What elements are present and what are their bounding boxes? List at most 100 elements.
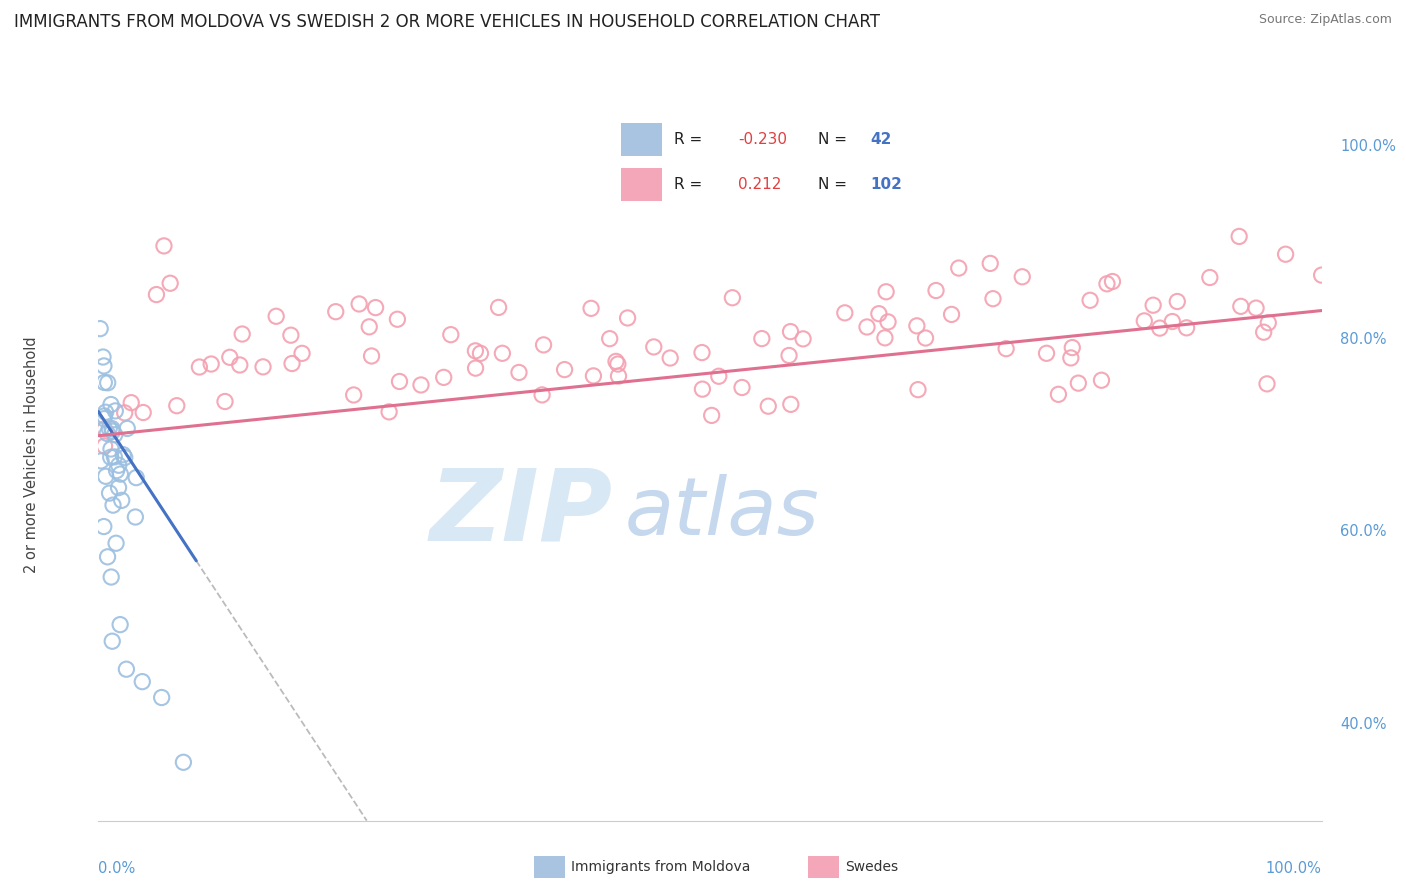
Point [100, 398, 122, 412]
Point [101, 498, 124, 512]
Point [1175, 321, 1198, 335]
Point [264, 310, 287, 324]
Point [488, 301, 510, 315]
Point [707, 369, 730, 384]
Point [981, 292, 1004, 306]
Point [231, 326, 253, 341]
Point [533, 338, 555, 352]
Text: 0.0%: 0.0% [98, 861, 135, 876]
Point [172, 756, 194, 770]
Point [94, 469, 117, 483]
Point [721, 291, 744, 305]
Point [101, 424, 124, 438]
Point [91, 350, 114, 364]
Point [877, 315, 900, 329]
Text: Source: ZipAtlas.com: Source: ZipAtlas.com [1258, 13, 1392, 27]
Point [995, 342, 1018, 356]
Point [873, 331, 896, 345]
Point [1166, 294, 1188, 309]
Text: IMMIGRANTS FROM MOLDOVA VS SWEDISH 2 OR MORE VEHICLES IN HOUSEHOLD CORRELATION C: IMMIGRANTS FROM MOLDOVA VS SWEDISH 2 OR … [14, 13, 880, 31]
Point [470, 346, 492, 360]
Text: 100.0%: 100.0% [1265, 861, 1322, 876]
Point [1161, 314, 1184, 328]
Point [643, 340, 665, 354]
Point [101, 422, 124, 436]
Point [378, 405, 401, 419]
Point [1060, 351, 1083, 365]
Point [94, 405, 117, 419]
Point [98, 421, 121, 435]
Point [508, 366, 530, 380]
Point [491, 346, 513, 360]
Text: 2 or more Vehicles in Household: 2 or more Vehicles in Household [24, 336, 38, 574]
Point [229, 358, 252, 372]
Point [914, 331, 936, 345]
Point [291, 346, 314, 360]
Point [200, 357, 222, 371]
Text: 100.0%: 100.0% [1340, 139, 1396, 154]
Point [464, 361, 486, 376]
Point [925, 284, 948, 298]
Point [856, 320, 879, 334]
Point [1047, 387, 1070, 401]
Point [388, 375, 411, 389]
Point [252, 359, 274, 374]
Point [93, 411, 115, 425]
Point [875, 285, 897, 299]
Point [103, 450, 125, 464]
Point [792, 332, 814, 346]
Point [104, 404, 127, 418]
Point [159, 277, 181, 291]
Point [105, 464, 128, 478]
Point [188, 359, 211, 374]
Text: atlas: atlas [624, 475, 820, 552]
Point [1257, 316, 1279, 330]
Point [114, 406, 136, 420]
Point [100, 442, 122, 456]
Point [659, 351, 682, 365]
Point [90, 454, 112, 468]
Point [690, 345, 713, 359]
Point [1227, 229, 1250, 244]
Point [360, 349, 382, 363]
Point [1035, 346, 1057, 360]
Point [1078, 293, 1101, 308]
Point [93, 409, 115, 423]
Point [1230, 299, 1253, 313]
Point [779, 397, 801, 411]
Point [93, 359, 115, 373]
Point [112, 448, 135, 462]
Point [107, 458, 129, 473]
Point [756, 399, 779, 413]
Point [692, 382, 714, 396]
Point [1244, 301, 1267, 315]
Point [125, 470, 148, 484]
Point [132, 405, 155, 419]
Point [343, 388, 366, 402]
Point [105, 536, 128, 550]
Point [93, 376, 115, 390]
Point [93, 422, 115, 436]
Point [554, 362, 576, 376]
Point [582, 368, 605, 383]
Point [145, 287, 167, 301]
Point [433, 370, 456, 384]
Point [166, 399, 188, 413]
Point [1133, 314, 1156, 328]
Point [700, 409, 723, 423]
Point [607, 369, 630, 384]
Point [114, 450, 136, 465]
Point [347, 297, 370, 311]
Text: Immigrants from Moldova: Immigrants from Moldova [571, 860, 751, 874]
Point [364, 301, 387, 315]
Point [93, 519, 115, 533]
Point [387, 312, 409, 326]
Point [97, 549, 120, 564]
Point [115, 662, 138, 676]
Point [101, 634, 124, 648]
Text: 60.0%: 60.0% [1340, 524, 1386, 540]
Point [89, 321, 111, 335]
Point [616, 310, 638, 325]
Point [579, 301, 602, 316]
Point [100, 450, 122, 465]
